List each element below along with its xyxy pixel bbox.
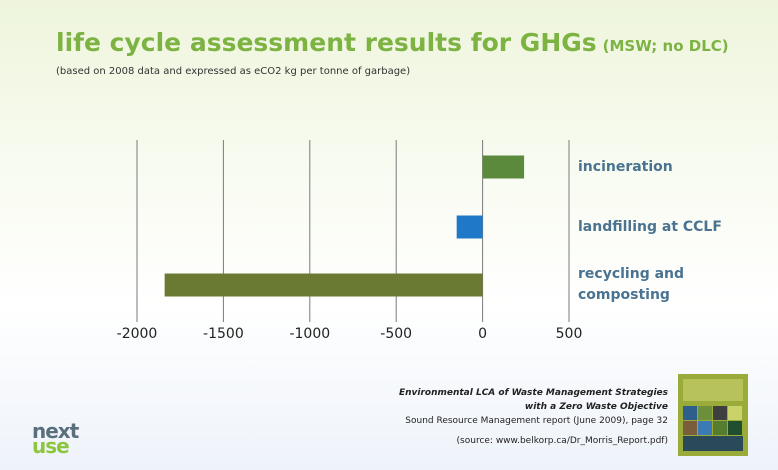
x-tick-label: -1000 [289,326,330,342]
category-label: landfilling at CCLF [578,217,728,238]
x-tick-label: 500 [556,326,583,342]
x-tick-label: -1500 [203,326,244,342]
x-tick-label: -500 [380,326,412,342]
logo: next use [32,424,78,454]
category-label: incineration [578,157,728,178]
x-tick-label: -2000 [117,326,158,342]
citation-source: (source: www.belkorp.ca/Dr_Morris_Report… [399,434,668,448]
citation: Environmental LCA of Waste Management St… [399,386,668,448]
x-tick-label: 0 [478,326,487,342]
citation-title: with a Zero Waste Objective [399,400,668,414]
category-label: recycling and composting [578,264,728,306]
citation-report: Sound Resource Management report (June 2… [399,414,668,428]
slide: life cycle assessment results for GHGs(M… [0,0,778,470]
bar [165,274,483,297]
citation-title: Environmental LCA of Waste Management St… [399,386,668,400]
bar [457,216,483,239]
report-cover [678,374,748,456]
bar [483,156,524,179]
